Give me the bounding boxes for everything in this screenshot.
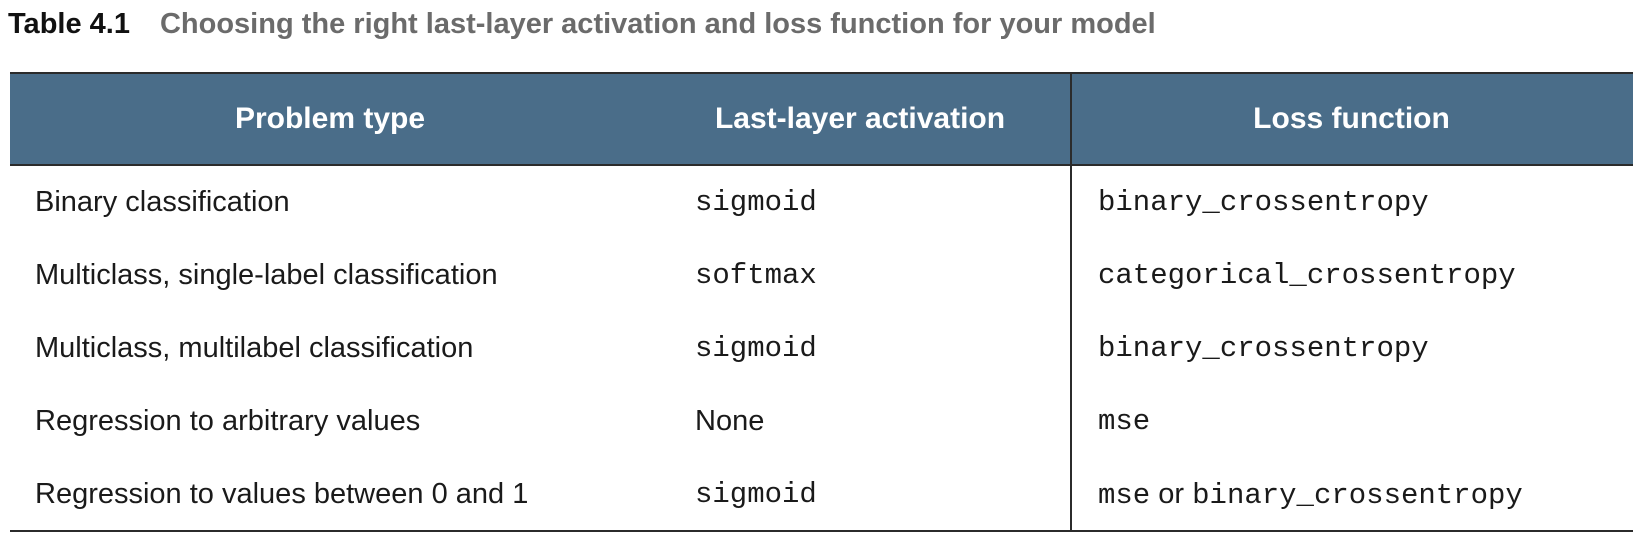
loss-option-binary-crossentropy: binary_crossentropy [1192,478,1523,512]
table-bottom-rule [10,530,1633,532]
cell-loss-function: categorical_crossentropy [1098,259,1516,292]
loss-or-connector: or [1158,477,1185,510]
cell-problem-type: Multiclass, multilabel classification [35,332,474,364]
header-last-layer-activation: Last-layer activation [714,102,1006,135]
table-number: Table 4.1 [8,8,130,40]
table-title: Choosing the right last-layer activation… [159,8,1156,40]
cell-activation: softmax [695,259,817,292]
header-problem-type: Problem type [234,102,426,135]
table-body: Binary classification sigmoid binary_cro… [10,166,1633,531]
cell-activation: sigmoid [695,332,817,365]
cell-problem-type: Regression to values between 0 and 1 [35,478,529,510]
activation-loss-table: Problem type Last-layer activation Loss … [10,72,1633,532]
cell-loss-function: binary_crossentropy [1098,332,1429,365]
cell-loss-function: binary_crossentropy [1098,186,1429,219]
table-row: Regression to arbitrary values None mse [10,385,1633,458]
table-header-row: Problem type Last-layer activation Loss … [10,74,1633,166]
cell-activation: sigmoid [695,478,817,511]
table-row: Binary classification sigmoid binary_cro… [10,166,1633,239]
header-loss-function: Loss function [1253,102,1450,135]
loss-option-mse: mse [1098,478,1151,512]
table-caption: Table 4.1 Choosing the right last-layer a… [8,0,1156,48]
table-row: Multiclass, multilabel classification si… [10,312,1633,385]
column-divider [1070,74,1072,530]
table-row: Regression to values between 0 and 1 sig… [10,458,1633,531]
cell-loss-function: mse or binary_crossentropy [1070,478,1633,512]
table-row: Multiclass, single-label classification … [10,239,1633,312]
cell-problem-type: Multiclass, single-label classification [35,259,498,291]
cell-activation: None [695,405,765,437]
cell-problem-type: Binary classification [35,186,290,218]
cell-problem-type: Regression to arbitrary values [35,405,421,437]
table-top-rule [10,72,1633,74]
cell-loss-function: mse [1098,405,1151,438]
cell-activation: sigmoid [695,186,817,219]
